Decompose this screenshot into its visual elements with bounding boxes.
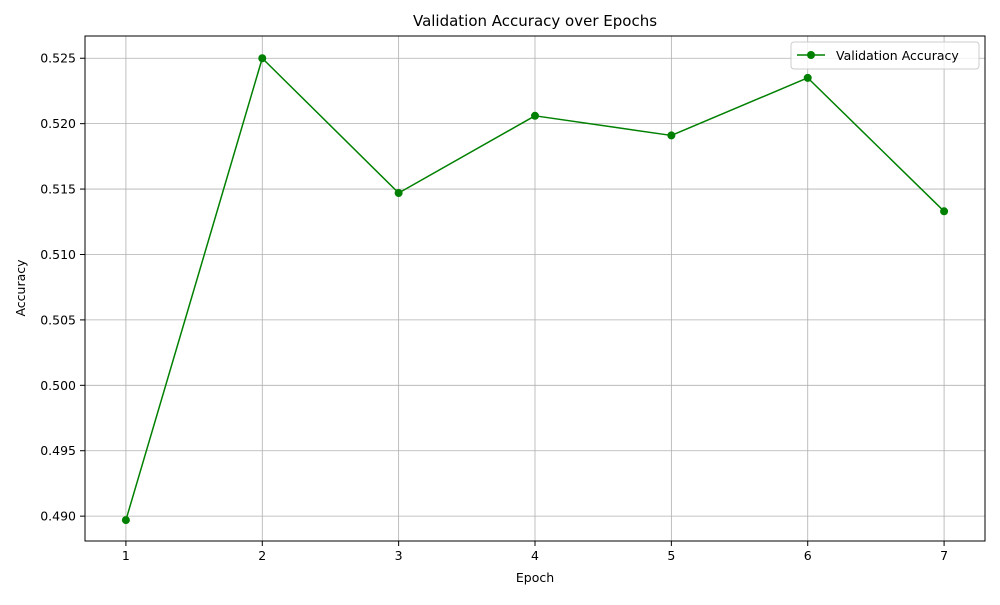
x-tick-label: 4 <box>531 548 539 563</box>
data-point <box>258 54 267 63</box>
y-axis-label: Accuracy <box>13 259 28 317</box>
data-point <box>940 207 949 216</box>
y-tick-label: 0.515 <box>40 182 76 197</box>
x-tick-label: 7 <box>940 548 948 563</box>
data-point <box>394 188 403 197</box>
y-tick-label: 0.520 <box>40 116 76 131</box>
legend-label: Validation Accuracy <box>836 48 959 63</box>
legend: Validation Accuracy <box>790 41 980 70</box>
y-axis: 0.490 0.495 0.500 0.505 0.510 0.515 0.520 0.525 <box>40 51 85 524</box>
y-tick-label: 0.500 <box>40 378 76 393</box>
x-tick-label: 1 <box>122 548 130 563</box>
legend-marker-swatch <box>807 51 815 59</box>
x-axis: 1 2 3 4 5 6 7 <box>122 541 948 563</box>
x-tick-label: 3 <box>395 548 403 563</box>
x-axis-label: Epoch <box>516 570 554 585</box>
data-point <box>667 131 676 140</box>
data-point <box>121 516 130 525</box>
data-point <box>531 111 539 120</box>
y-tick-label: 0.495 <box>40 443 76 458</box>
x-tick-label: 2 <box>258 548 266 563</box>
y-tick-label: 0.525 <box>40 51 76 66</box>
y-tick-label: 0.505 <box>40 312 76 327</box>
data-point <box>803 73 812 82</box>
grid <box>85 36 985 541</box>
y-tick-label: 0.510 <box>40 247 76 262</box>
legend-box <box>790 41 980 70</box>
chart-title: Validation Accuracy over Epochs <box>413 12 657 30</box>
x-tick-label: 6 <box>804 548 812 563</box>
x-tick-label: 5 <box>667 548 675 563</box>
series-layer <box>121 54 949 525</box>
y-tick-label: 0.490 <box>40 509 76 524</box>
